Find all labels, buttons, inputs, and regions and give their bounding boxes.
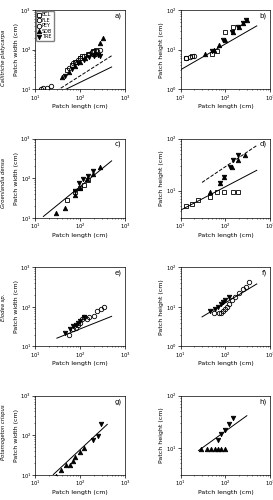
Y-axis label: Patch height (cm): Patch height (cm) bbox=[159, 150, 164, 206]
Text: f): f) bbox=[262, 270, 267, 276]
Y-axis label: Patch width (cm): Patch width (cm) bbox=[14, 152, 19, 204]
X-axis label: Patch length (cm): Patch length (cm) bbox=[198, 362, 253, 366]
Text: Callitriche platycarpa: Callitriche platycarpa bbox=[1, 30, 6, 86]
Y-axis label: Patch width (cm): Patch width (cm) bbox=[14, 409, 19, 462]
Y-axis label: Patch height (cm): Patch height (cm) bbox=[159, 408, 164, 463]
X-axis label: Patch length (cm): Patch length (cm) bbox=[52, 490, 108, 495]
Text: e): e) bbox=[114, 270, 121, 276]
Text: c): c) bbox=[115, 141, 121, 148]
Y-axis label: Patch width (cm): Patch width (cm) bbox=[14, 23, 19, 76]
X-axis label: Patch length (cm): Patch length (cm) bbox=[52, 233, 108, 238]
Text: Groenlandia densa: Groenlandia densa bbox=[1, 158, 6, 208]
Text: a): a) bbox=[114, 12, 121, 19]
X-axis label: Patch length (cm): Patch length (cm) bbox=[198, 104, 253, 109]
Legend: BCL, FLE, PEY, SDB, TRE: BCL, FLE, PEY, SDB, TRE bbox=[37, 11, 54, 41]
X-axis label: Patch length (cm): Patch length (cm) bbox=[198, 233, 253, 238]
Y-axis label: Patch width (cm): Patch width (cm) bbox=[14, 280, 19, 334]
X-axis label: Patch length (cm): Patch length (cm) bbox=[52, 104, 108, 109]
Text: Potamogeton crispus: Potamogeton crispus bbox=[1, 404, 6, 460]
Text: d): d) bbox=[260, 141, 267, 148]
Text: b): b) bbox=[260, 12, 267, 19]
X-axis label: Patch length (cm): Patch length (cm) bbox=[52, 362, 108, 366]
Text: Elodea sp.: Elodea sp. bbox=[1, 294, 6, 321]
X-axis label: Patch length (cm): Patch length (cm) bbox=[198, 490, 253, 495]
Text: h): h) bbox=[259, 398, 267, 404]
Text: g): g) bbox=[114, 398, 121, 404]
Y-axis label: Patch height (cm): Patch height (cm) bbox=[159, 279, 164, 334]
Y-axis label: Patch height (cm): Patch height (cm) bbox=[159, 22, 164, 78]
